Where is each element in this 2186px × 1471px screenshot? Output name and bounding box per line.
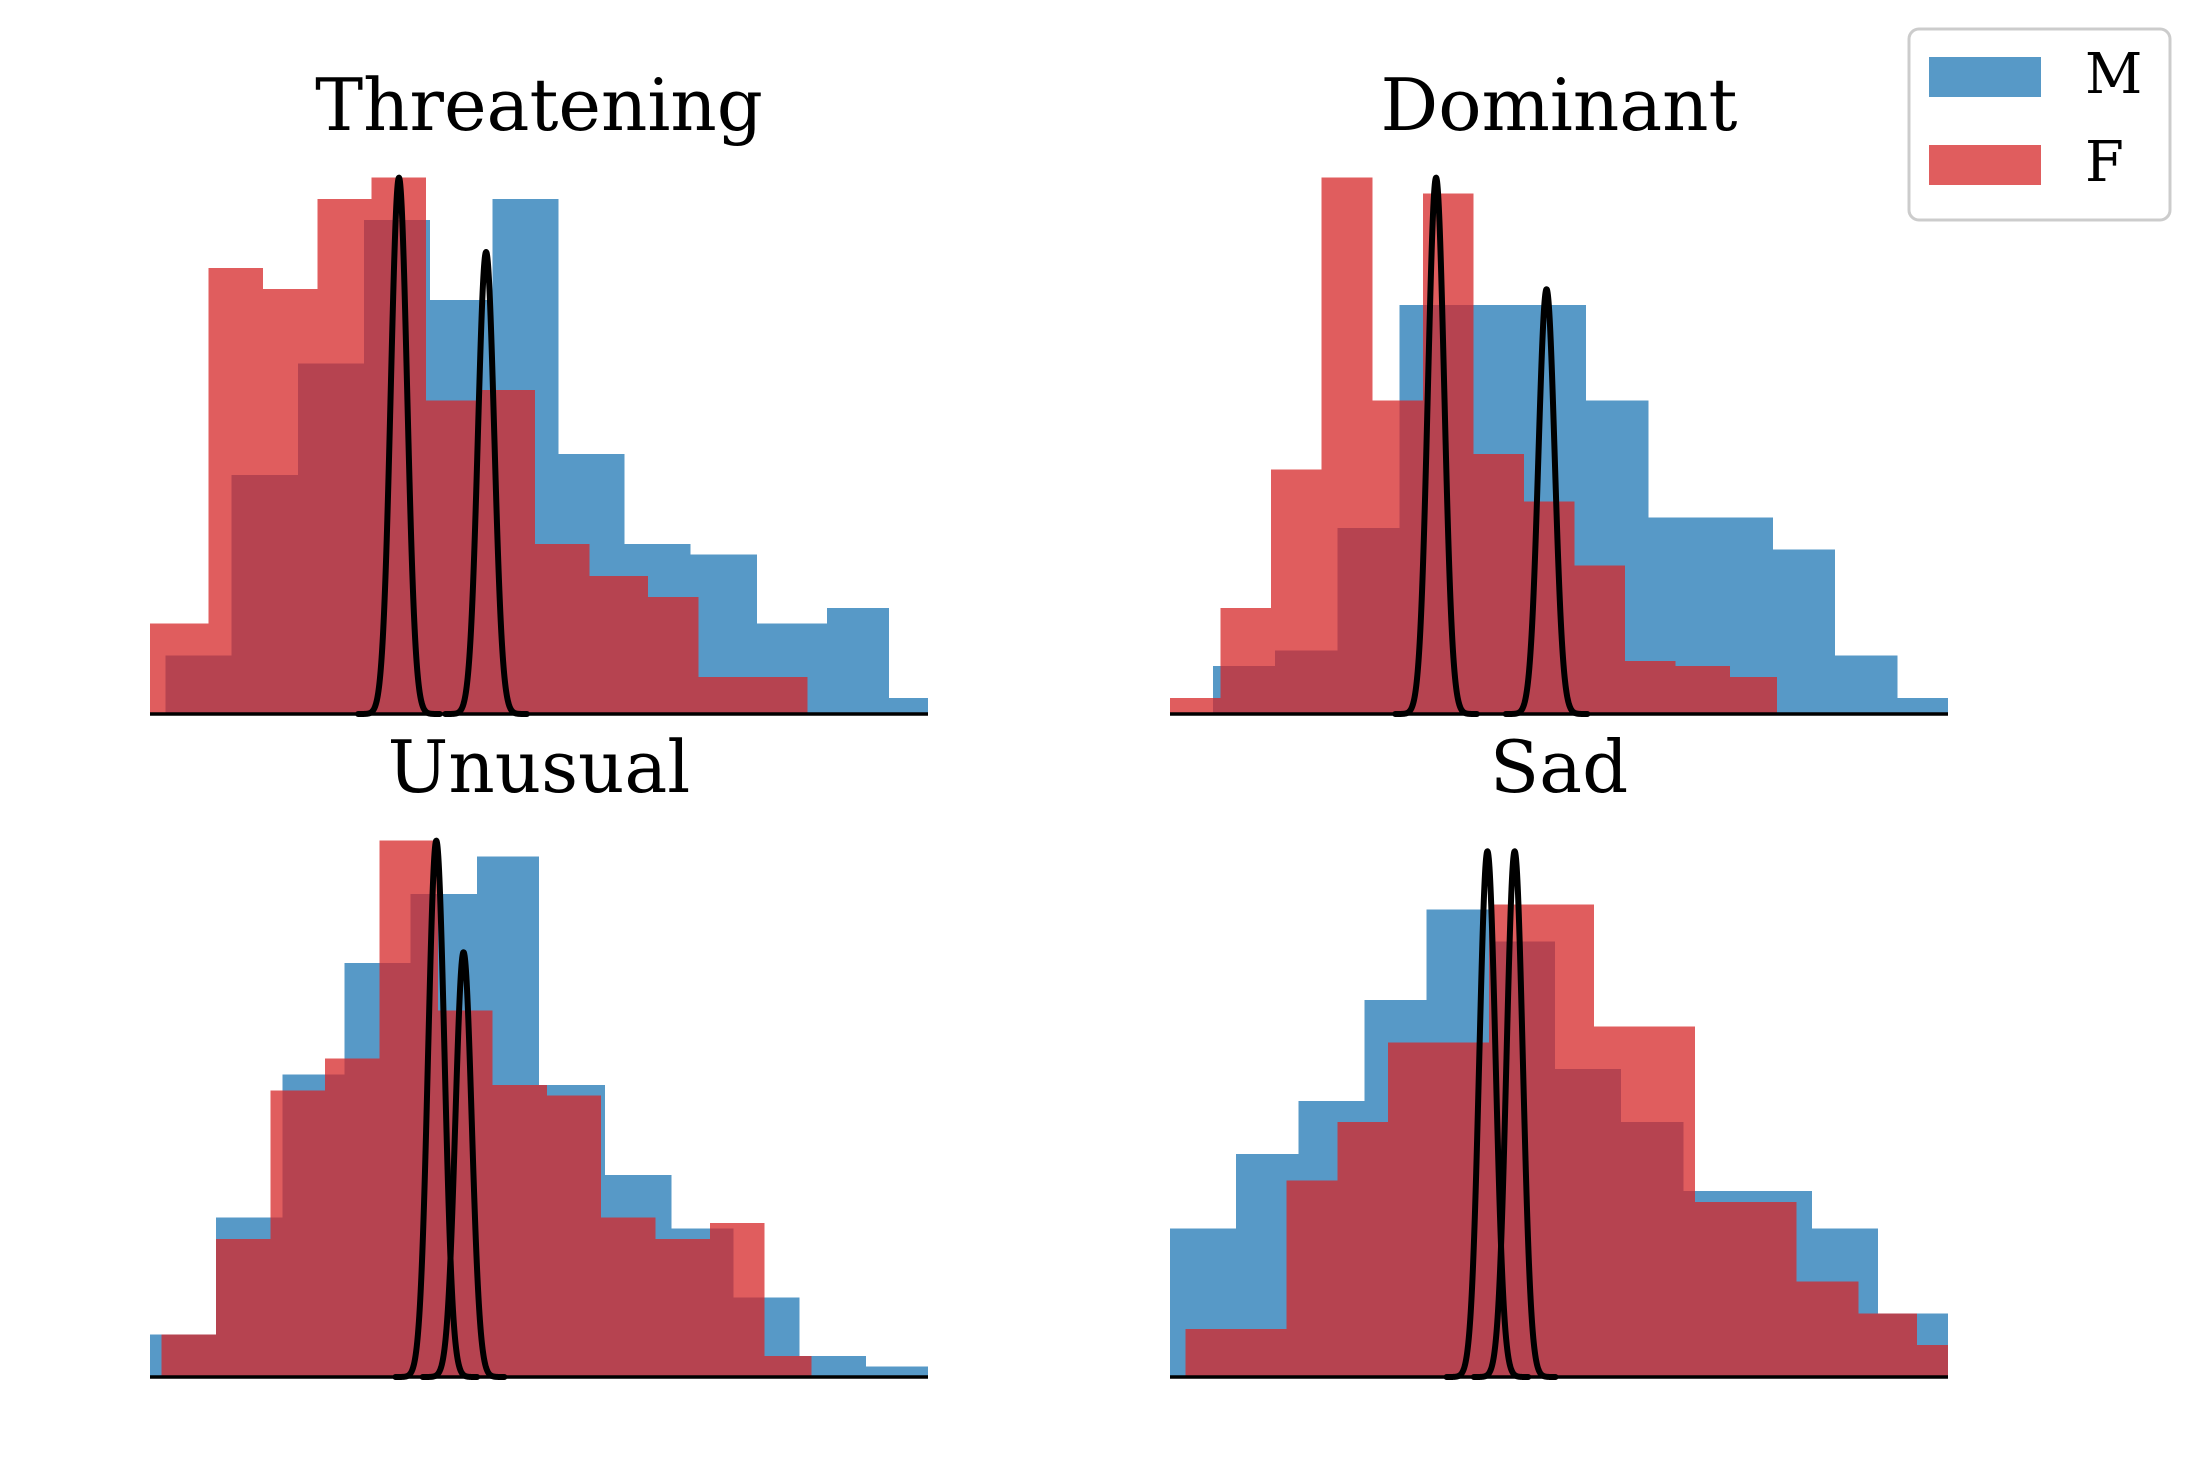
bar-f-dominant-3 — [1321, 177, 1373, 714]
bar-f-dominant-2 — [1271, 469, 1322, 714]
bar-f-sad-9 — [1644, 1026, 1696, 1377]
bar-f-sad-5 — [1438, 1042, 1489, 1377]
legend: M F — [1907, 27, 2172, 222]
panel-title-unusual: Unusual — [388, 725, 691, 809]
panel-title-dominant: Dominant — [1381, 63, 1738, 147]
bar-m-dominant-9 — [1772, 549, 1836, 714]
bar-f-unusual-1 — [216, 1238, 271, 1377]
bar-f-threatening-10 — [698, 676, 761, 714]
legend-label-f: F — [2085, 130, 2124, 195]
series-f-unusual — [161, 840, 812, 1377]
bar-f-unusual-3 — [325, 1058, 380, 1377]
bar-f-threatening-11 — [760, 676, 808, 714]
bar-f-threatening-2 — [262, 289, 318, 714]
bar-f-sad-14 — [1916, 1345, 1948, 1377]
panel-unusual: Unusual — [150, 725, 928, 1380]
legend-swatch-m — [1929, 57, 2041, 97]
bar-f-threatening-4 — [371, 177, 427, 714]
bar-f-threatening-8 — [589, 575, 648, 714]
panel-threatening: Threatening — [150, 63, 928, 717]
bar-f-dominant-1 — [1220, 607, 1272, 714]
bar-f-dominant-6 — [1473, 453, 1524, 714]
bar-f-sad-8 — [1594, 1026, 1645, 1377]
curve-sad-1 — [1470, 848, 1559, 1380]
bar-f-dominant-8 — [1574, 565, 1626, 714]
curve-sad-0 — [1443, 848, 1532, 1380]
bar-f-unusual-6 — [492, 1084, 547, 1377]
bar-f-sad-2 — [1286, 1180, 1338, 1377]
bar-m-unusual-10 — [799, 1355, 866, 1377]
bar-f-dominant-9 — [1625, 660, 1676, 714]
bar-f-sad-10 — [1695, 1201, 1746, 1377]
bar-f-sad-3 — [1337, 1122, 1388, 1377]
bar-f-dominant-4 — [1372, 400, 1423, 714]
bar-f-unusual-8 — [601, 1217, 656, 1377]
bar-f-sad-12 — [1796, 1281, 1859, 1377]
bar-f-unusual-11 — [764, 1355, 812, 1377]
bar-m-dominant-10 — [1835, 655, 1898, 714]
bar-f-unusual-9 — [655, 1238, 711, 1377]
bar-f-unusual-2 — [270, 1090, 326, 1377]
bar-f-sad-1 — [1236, 1329, 1287, 1377]
legend-label-m: M — [2085, 42, 2142, 107]
panel-title-sad: Sad — [1490, 725, 1628, 809]
bar-f-sad-13 — [1858, 1313, 1917, 1377]
panel-sad: Sad — [1170, 725, 1948, 1380]
bar-f-threatening-1 — [208, 267, 263, 714]
bar-f-sad-7 — [1543, 904, 1595, 1377]
bar-f-dominant-10 — [1675, 666, 1731, 714]
bar-f-sad-4 — [1387, 1042, 1439, 1377]
bar-f-dominant-11 — [1730, 676, 1777, 714]
bar-m-unusual-11 — [865, 1366, 928, 1377]
curve-dominant-0 — [1392, 174, 1480, 717]
bar-f-unusual-7 — [546, 1095, 602, 1377]
bar-f-threatening-6 — [480, 390, 536, 714]
panel-dominant: Dominant — [1170, 63, 1948, 717]
bar-f-threatening-0 — [150, 623, 209, 714]
curve-threatening-1 — [442, 249, 530, 717]
series-f-sad — [1185, 904, 1948, 1377]
bar-f-sad-11 — [1745, 1201, 1797, 1377]
legend-swatch-f — [1929, 145, 2041, 185]
curve-unusual-0 — [392, 837, 481, 1380]
bar-m-threatening-11 — [889, 698, 928, 714]
bar-f-threatening-3 — [317, 198, 372, 714]
bar-f-sad-0 — [1185, 1329, 1237, 1377]
bar-f-threatening-9 — [647, 597, 699, 714]
bar-f-unusual-0 — [161, 1334, 217, 1377]
bar-f-dominant-0 — [1170, 698, 1221, 714]
bar-m-dominant-11 — [1897, 698, 1948, 714]
bar-f-unusual-10 — [710, 1223, 765, 1377]
panel-title-threatening: Threatening — [315, 63, 763, 147]
curve-threatening-0 — [355, 174, 443, 717]
bar-f-threatening-7 — [535, 544, 590, 714]
bar-m-threatening-10 — [826, 607, 890, 714]
